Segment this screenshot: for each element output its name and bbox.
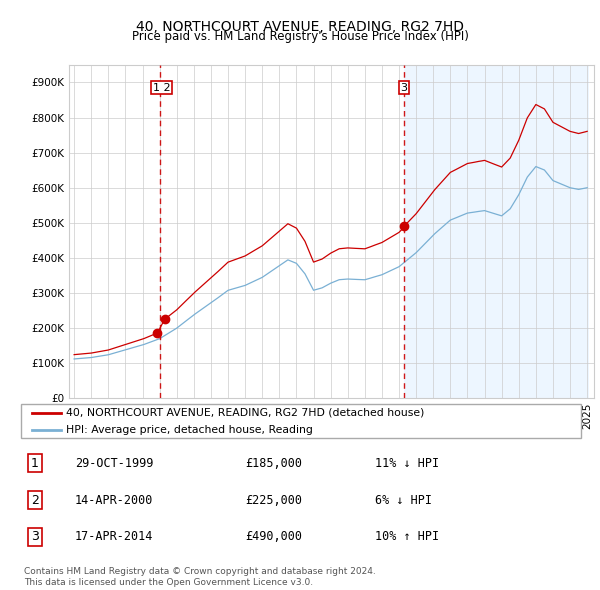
Text: 11% ↓ HPI: 11% ↓ HPI (375, 457, 439, 470)
Text: 40, NORTHCOURT AVENUE, READING, RG2 7HD: 40, NORTHCOURT AVENUE, READING, RG2 7HD (136, 19, 464, 34)
Text: 1 2: 1 2 (152, 83, 170, 93)
Bar (404, 65, 589, 398)
Text: £225,000: £225,000 (245, 493, 302, 507)
Text: 29-OCT-1999: 29-OCT-1999 (75, 457, 153, 470)
Text: 10% ↑ HPI: 10% ↑ HPI (375, 530, 439, 543)
Text: 40, NORTHCOURT AVENUE, READING, RG2 7HD (detached house): 40, NORTHCOURT AVENUE, READING, RG2 7HD … (66, 408, 425, 418)
Text: 3: 3 (31, 530, 39, 543)
Text: £185,000: £185,000 (245, 457, 302, 470)
Text: 6% ↓ HPI: 6% ↓ HPI (375, 493, 432, 507)
Text: Price paid vs. HM Land Registry's House Price Index (HPI): Price paid vs. HM Land Registry's House … (131, 30, 469, 43)
FancyBboxPatch shape (21, 404, 581, 438)
Text: 17-APR-2014: 17-APR-2014 (75, 530, 153, 543)
Text: Contains HM Land Registry data © Crown copyright and database right 2024.
This d: Contains HM Land Registry data © Crown c… (24, 568, 376, 586)
Text: 2: 2 (31, 493, 39, 507)
Text: HPI: Average price, detached house, Reading: HPI: Average price, detached house, Read… (66, 425, 313, 435)
Text: 14-APR-2000: 14-APR-2000 (75, 493, 153, 507)
Text: £490,000: £490,000 (245, 530, 302, 543)
Text: 3: 3 (401, 83, 407, 93)
Text: 1: 1 (31, 457, 39, 470)
